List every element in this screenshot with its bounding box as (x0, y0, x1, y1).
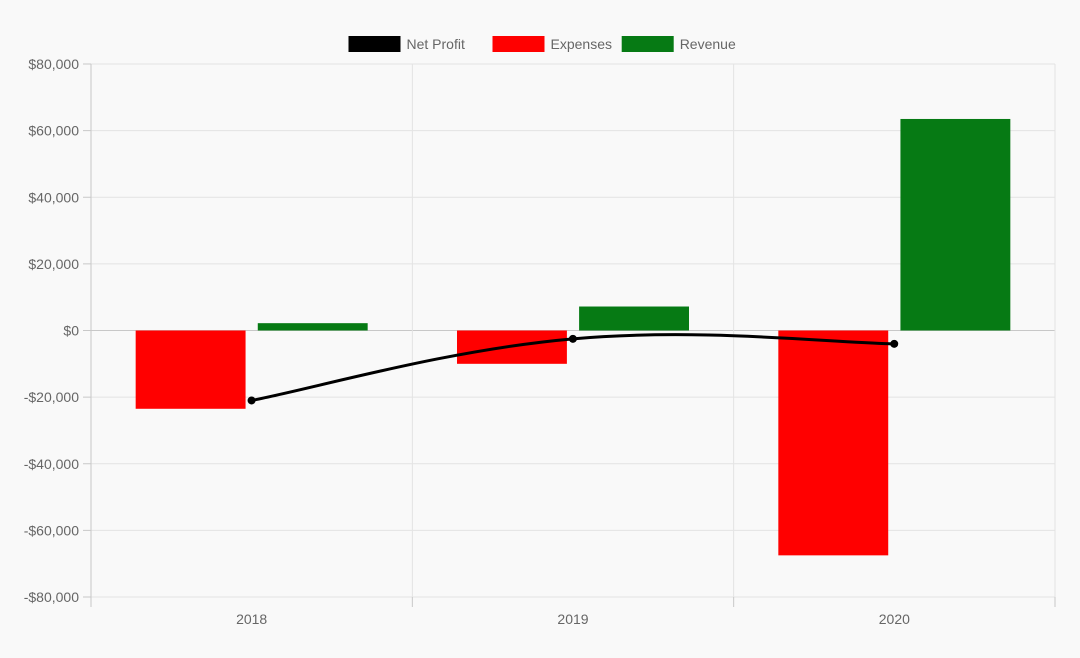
y-tick-label: $20,000 (28, 256, 79, 272)
y-tick-label: -$60,000 (24, 522, 79, 538)
y-tick-label: $80,000 (28, 56, 79, 72)
x-tick-label: 2020 (879, 611, 910, 627)
net-profit-point (247, 396, 256, 405)
legend-swatch (492, 36, 545, 52)
y-tick-label: -$80,000 (24, 589, 79, 605)
legend-label: Net Profit (407, 36, 465, 52)
net-profit-point (890, 339, 899, 348)
x-axis: 2018 2019 2020 (90, 597, 1056, 627)
y-tick-label: $40,000 (28, 189, 79, 205)
legend: Net Profit Expenses Revenue (348, 36, 736, 52)
legend-swatch (348, 36, 401, 52)
legend-label: Expenses (551, 36, 612, 52)
legend-swatch (621, 36, 674, 52)
net-profit-point (568, 334, 577, 343)
y-tick-label: $60,000 (28, 123, 79, 139)
expenses-bar (135, 330, 246, 409)
revenue-bar (900, 118, 1011, 331)
net-profit-line (247, 333, 899, 405)
x-tick-label: 2019 (557, 611, 588, 627)
x-tick-label: 2018 (236, 611, 267, 627)
y-axis: $80,000 $60,000 $40,000 $20,000 $0 -$20,000 -$… (24, 56, 91, 605)
y-tick-label: -$20,000 (24, 389, 79, 405)
expenses-bar (778, 330, 889, 556)
revenue-bar (579, 306, 690, 331)
legend-label: Revenue (680, 36, 736, 52)
y-tick-label: -$40,000 (24, 456, 79, 472)
y-tick-label: $0 (63, 323, 79, 339)
revenue-bar (257, 323, 368, 331)
